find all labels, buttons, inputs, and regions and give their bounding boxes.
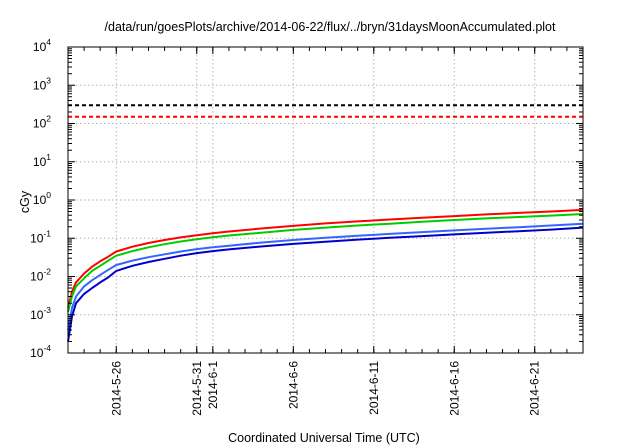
series-line	[67, 222, 584, 331]
y-tick-label: 10-2	[30, 267, 51, 284]
y-tick-label: 100	[33, 190, 51, 207]
y-tick-label: 102	[33, 114, 51, 131]
threshold-lines	[68, 104, 583, 118]
y-tick-label: 104	[33, 37, 51, 54]
y-tick-label: 103	[33, 75, 51, 92]
y-axis-label: cGy	[18, 190, 32, 213]
y-tick-label: 10-3	[30, 305, 51, 322]
x-tick-label: 2014-6-1	[206, 361, 220, 409]
chart-title: /data/run/goesPlots/archive/2014-06-22/f…	[105, 20, 556, 34]
y-tick-label: 10-4	[30, 343, 51, 360]
series-line	[67, 208, 584, 309]
x-tick-label: 2014-6-21	[528, 361, 542, 416]
x-tick-label: 2014-5-26	[109, 361, 123, 416]
y-tick-label: 101	[33, 152, 51, 169]
x-tick-label: 2014-5-31	[190, 361, 204, 416]
series-lines	[67, 208, 584, 342]
series-line	[67, 213, 584, 312]
x-tick-label: 2014-6-16	[447, 361, 461, 416]
series-line	[67, 226, 584, 342]
x-axis-label: Coordinated Universal Time (UTC)	[228, 431, 420, 445]
x-tick-label: 2014-6-11	[367, 361, 381, 415]
y-tick-label: 10-1	[30, 228, 51, 245]
x-tick-label: 2014-6-6	[286, 361, 300, 409]
axis-ticks: 10-4 10-3 10-2 10-1 100 101 102 103 104 2014-5-26…	[30, 37, 584, 416]
